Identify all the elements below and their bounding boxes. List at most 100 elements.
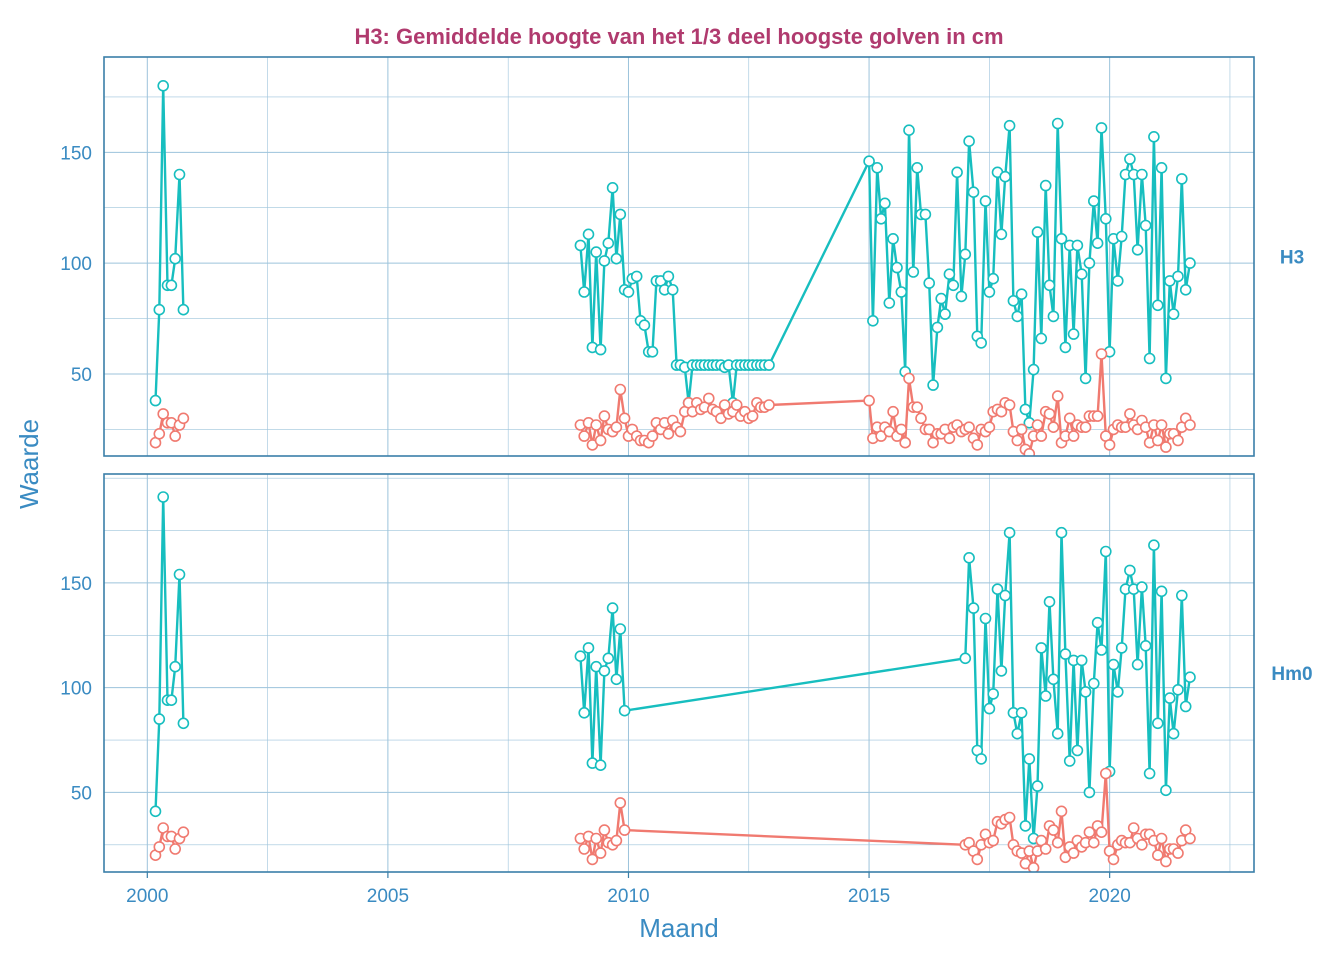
panel-hm0: 50 100 150 Hm0 <box>60 473 1313 873</box>
data-point <box>598 824 611 836</box>
data-point <box>590 419 603 431</box>
data-point <box>618 704 631 717</box>
data-point <box>1079 372 1092 385</box>
data-point <box>1067 847 1080 859</box>
data-point <box>1124 564 1136 577</box>
panel-frame <box>103 473 1255 873</box>
data-point <box>1152 717 1164 730</box>
data-point <box>1148 131 1160 143</box>
x-axis-title: Maand <box>639 913 719 943</box>
data-point <box>1136 581 1148 593</box>
data-point <box>1088 836 1100 849</box>
data-point <box>610 252 623 265</box>
data-point <box>943 268 956 281</box>
y-tick-label: 100 <box>60 254 92 275</box>
data-point <box>1011 310 1024 323</box>
data-point <box>1047 824 1060 836</box>
data-point <box>594 847 607 859</box>
data-point <box>1035 430 1048 442</box>
data-point <box>1091 237 1104 249</box>
data-point <box>594 434 607 447</box>
data-point <box>1095 644 1108 656</box>
data-point <box>674 425 687 438</box>
data-point <box>606 182 619 194</box>
data-point <box>149 394 162 407</box>
data-point <box>1039 179 1052 192</box>
data-point <box>157 80 169 92</box>
data-point <box>1035 332 1048 345</box>
data-point <box>1063 755 1076 767</box>
data-point <box>895 423 908 436</box>
data-point <box>867 314 879 327</box>
series-0 <box>149 491 1196 845</box>
data-point <box>1071 239 1084 252</box>
data-point <box>1003 399 1016 411</box>
data-point <box>606 602 619 614</box>
data-point <box>1095 348 1108 360</box>
data-point <box>1148 539 1160 552</box>
data-point <box>1095 122 1108 134</box>
data-point <box>169 252 181 265</box>
data-point <box>1139 219 1152 232</box>
data-point <box>907 266 920 278</box>
data-point <box>574 650 587 663</box>
data-point <box>1003 526 1016 539</box>
data-point <box>975 753 988 765</box>
data-point <box>1100 767 1112 780</box>
data-point <box>1184 257 1196 269</box>
data-point <box>967 186 980 198</box>
data-point <box>1091 616 1104 629</box>
data-point <box>1100 213 1112 225</box>
data-point <box>169 843 181 855</box>
data-point <box>1063 412 1076 425</box>
data-point <box>1043 595 1056 608</box>
data-point <box>935 292 948 305</box>
data-point <box>975 337 988 349</box>
data-point <box>1136 838 1148 851</box>
data-point <box>1152 849 1164 862</box>
data-point <box>1172 847 1184 859</box>
data-point <box>891 261 903 274</box>
data-point <box>1059 341 1072 354</box>
data-point <box>578 286 591 298</box>
data-point <box>1083 826 1096 839</box>
data-point <box>578 430 591 442</box>
data-point <box>983 286 996 298</box>
data-point <box>1091 410 1104 422</box>
data-point <box>999 170 1012 183</box>
data-point <box>763 359 775 371</box>
data-point <box>1019 820 1032 832</box>
data-point <box>971 439 984 451</box>
data-point <box>971 853 984 866</box>
data-point <box>995 228 1008 241</box>
data-point <box>963 135 975 147</box>
data-point <box>614 623 627 635</box>
data-point <box>1095 826 1108 839</box>
data-point <box>662 427 675 440</box>
data-point <box>1127 822 1140 834</box>
data-point <box>1107 853 1120 866</box>
data-point <box>1067 430 1080 442</box>
data-point <box>1075 268 1088 281</box>
data-point <box>927 379 939 391</box>
panels: 50 100 150 H3 50 100 150 Hm0 <box>60 56 1313 873</box>
data-point <box>662 270 675 283</box>
x-tick-label: 2005 <box>367 886 409 907</box>
data-point <box>1051 390 1064 402</box>
data-point <box>1100 545 1112 558</box>
data-point <box>863 155 875 167</box>
data-point <box>153 841 166 853</box>
data-point <box>1047 673 1060 686</box>
data-point <box>602 652 615 665</box>
x-tick-label: 2020 <box>1089 886 1131 907</box>
data-point <box>1131 244 1144 256</box>
data-point <box>177 303 190 316</box>
data-point <box>1043 408 1056 420</box>
data-point <box>1007 294 1020 307</box>
data-point <box>959 248 972 261</box>
data-point <box>169 430 181 442</box>
data-point <box>979 612 992 625</box>
data-point <box>1167 308 1180 320</box>
data-point <box>702 392 715 405</box>
data-point <box>1164 692 1176 704</box>
